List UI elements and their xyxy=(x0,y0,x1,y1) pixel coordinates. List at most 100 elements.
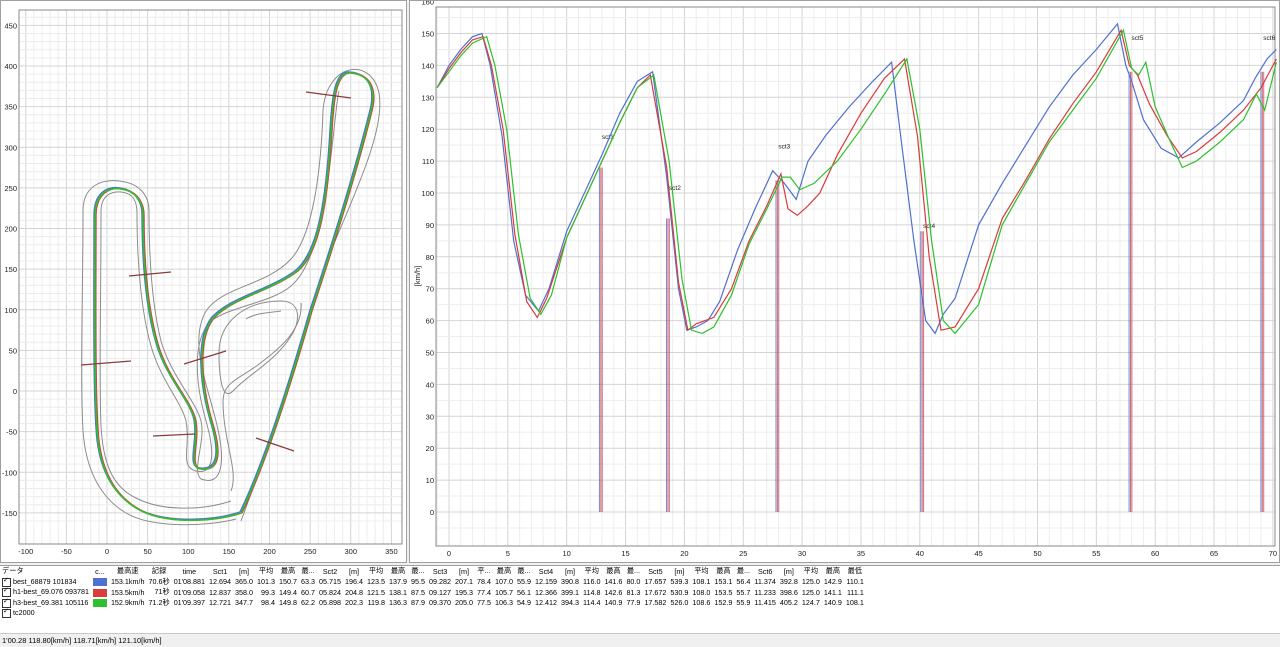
table-header-cell[interactable]: Sct1 xyxy=(212,566,228,576)
x-tick-label: 5 xyxy=(506,549,510,558)
x-tick-label: -50 xyxy=(61,547,72,556)
table-cell: 108.1 xyxy=(692,577,711,587)
table-cell: 05.824 xyxy=(319,587,342,597)
table-row[interactable]: h3-best_69.381 105116 152.9km/h71.2秒01'09… xyxy=(0,597,866,609)
x-tick-label: 65 xyxy=(1210,549,1218,558)
table-header-cell[interactable]: 最高 xyxy=(716,566,731,576)
y-tick-label: 150 xyxy=(4,265,17,274)
y-axis-label: [km/h] xyxy=(413,266,422,286)
x-tick-label: 60 xyxy=(1151,549,1159,558)
row-name-cell[interactable]: h1-best_69.076 093781 xyxy=(0,586,91,598)
table-cell: 153.5 xyxy=(714,587,733,597)
table-cell: 526.0 xyxy=(670,598,689,608)
y-tick-label: 250 xyxy=(4,184,17,193)
table-header-cell[interactable]: Sct3 xyxy=(432,566,448,576)
table-header-cell[interactable]: 平均 xyxy=(584,566,599,576)
table-header-cell[interactable]: 平均 xyxy=(258,566,274,576)
sector-marker-label: sct4 xyxy=(923,223,935,230)
table-cell: 11.415 xyxy=(754,598,776,608)
sector-line xyxy=(80,360,132,366)
x-tick-label: 30 xyxy=(798,549,806,558)
table-header-cell[interactable]: Sct4 xyxy=(538,566,554,576)
table-row[interactable]: h1-best_69.076 093781 153.5km/h 71秒01'09.0… xyxy=(0,586,866,598)
table-header-cell[interactable]: 平均 xyxy=(803,566,819,576)
table-header-cell[interactable]: 最高 xyxy=(496,566,512,576)
table-cell: 124.7 xyxy=(801,598,820,608)
table-cell: 09.282 xyxy=(429,577,451,587)
table-header-cell[interactable]: 最... xyxy=(411,566,425,576)
table-header-cell[interactable]: c... xyxy=(95,566,105,576)
x-tick-label: 55 xyxy=(1092,549,1100,558)
table-cell: 152.9km/h xyxy=(110,598,145,608)
table-cell: 09.127 xyxy=(429,587,451,597)
table-header-cell[interactable]: 平均 xyxy=(368,566,384,576)
table-cell: 55.9 xyxy=(517,577,531,587)
table-header-cell[interactable]: 最... xyxy=(301,566,315,576)
table-cell: 110.1 xyxy=(846,577,864,587)
table-cell: 116.0 xyxy=(582,577,601,587)
table-header-cell[interactable]: time xyxy=(182,566,197,576)
table-header-cell[interactable]: 平均 xyxy=(694,566,709,576)
table-header-cell[interactable]: Sct6 xyxy=(757,566,773,576)
speed-grid xyxy=(436,7,1275,546)
table-header-cell[interactable]: Sct2 xyxy=(322,566,338,576)
table-cell: 392.8 xyxy=(779,577,798,587)
table-header-cell[interactable]: 平... xyxy=(477,566,491,576)
y-tick-label: 30 xyxy=(426,412,434,421)
color-swatch[interactable] xyxy=(92,578,107,587)
table-cell: 108.6 xyxy=(692,598,711,608)
table-header-cell[interactable]: [m] xyxy=(459,566,469,576)
table-cell: 405.2 xyxy=(779,598,798,608)
table-header-cell[interactable]: Sct5 xyxy=(648,566,663,576)
table-header-cell[interactable]: 最... xyxy=(517,566,531,576)
row-color-cell[interactable] xyxy=(91,598,109,609)
speed-plot-frame xyxy=(435,6,1276,547)
table-row[interactable]: tc2000 xyxy=(0,607,866,619)
table-cell: 63.3 xyxy=(301,577,316,587)
driving-line-h1 xyxy=(95,72,375,522)
x-tick-label: 300 xyxy=(344,547,357,556)
color-swatch[interactable] xyxy=(92,588,107,597)
table-row[interactable]: best_68879 101834 153.1km/h70.6秒01'08.881… xyxy=(0,576,866,588)
table-header-cell[interactable]: [m] xyxy=(783,566,794,576)
table-header-cell[interactable]: 最高 xyxy=(606,566,621,576)
table-cell: 140.9 xyxy=(823,598,842,608)
sector-marker-label: sct2 xyxy=(669,185,681,192)
row-name-cell[interactable]: tc2000 xyxy=(0,607,91,619)
row-color-cell[interactable] xyxy=(91,577,109,588)
table-header-cell[interactable]: 最高 xyxy=(825,566,841,576)
row-name-cell[interactable]: best_68879 101834 xyxy=(0,576,91,588)
table-header-cell[interactable]: [m] xyxy=(564,566,575,576)
table-cell: 149.8 xyxy=(279,598,298,608)
y-tick-label: 400 xyxy=(4,62,17,71)
table-header-cell[interactable]: 最高 xyxy=(390,566,406,576)
track-plot-frame xyxy=(18,9,403,545)
table-header-cell[interactable]: 最高速 xyxy=(116,566,139,576)
speed-chart-panel[interactable]: 160 150 140 130 120 110 100 90 80 70 60 50 40 30 20 10 0… xyxy=(409,0,1280,563)
table-header-cell[interactable]: データ xyxy=(2,566,24,576)
table-header-cell[interactable]: [m] xyxy=(349,566,359,576)
table-cell: 12.159 xyxy=(535,577,557,587)
table-header-cell[interactable]: 最低 xyxy=(847,566,863,576)
driving-line-h3 xyxy=(94,72,374,522)
y-tick-label: 120 xyxy=(421,125,434,134)
row-checkbox[interactable] xyxy=(2,607,11,619)
table-header-cell[interactable]: 最... xyxy=(626,566,641,576)
table-header-cell[interactable]: [m] xyxy=(239,566,250,576)
table-cell: 98.4 xyxy=(261,598,276,608)
table-header-cell[interactable]: 最高 xyxy=(280,566,296,576)
speed-series-line-2 xyxy=(436,28,1277,335)
table-header-cell[interactable]: [m] xyxy=(674,566,685,576)
color-swatch[interactable] xyxy=(92,599,107,608)
y-tick-label: 90 xyxy=(426,221,434,230)
y-tick-label: 50 xyxy=(9,346,17,355)
row-name-cell[interactable]: h3-best_69.381 105116 xyxy=(0,597,91,609)
row-color-cell[interactable] xyxy=(91,587,109,598)
y-tick-label: 70 xyxy=(426,285,434,294)
track-map-panel[interactable]: -100 -50 0 50 100 150 200 250 300 350 450 400 350 300… xyxy=(0,0,407,563)
row-color-cell[interactable] xyxy=(91,608,109,619)
table-header-cell[interactable]: 最... xyxy=(736,566,751,576)
y-tick-label: -50 xyxy=(6,428,17,437)
table-header-cell[interactable]: 記録 xyxy=(151,566,167,576)
y-tick-label: 10 xyxy=(426,476,434,485)
